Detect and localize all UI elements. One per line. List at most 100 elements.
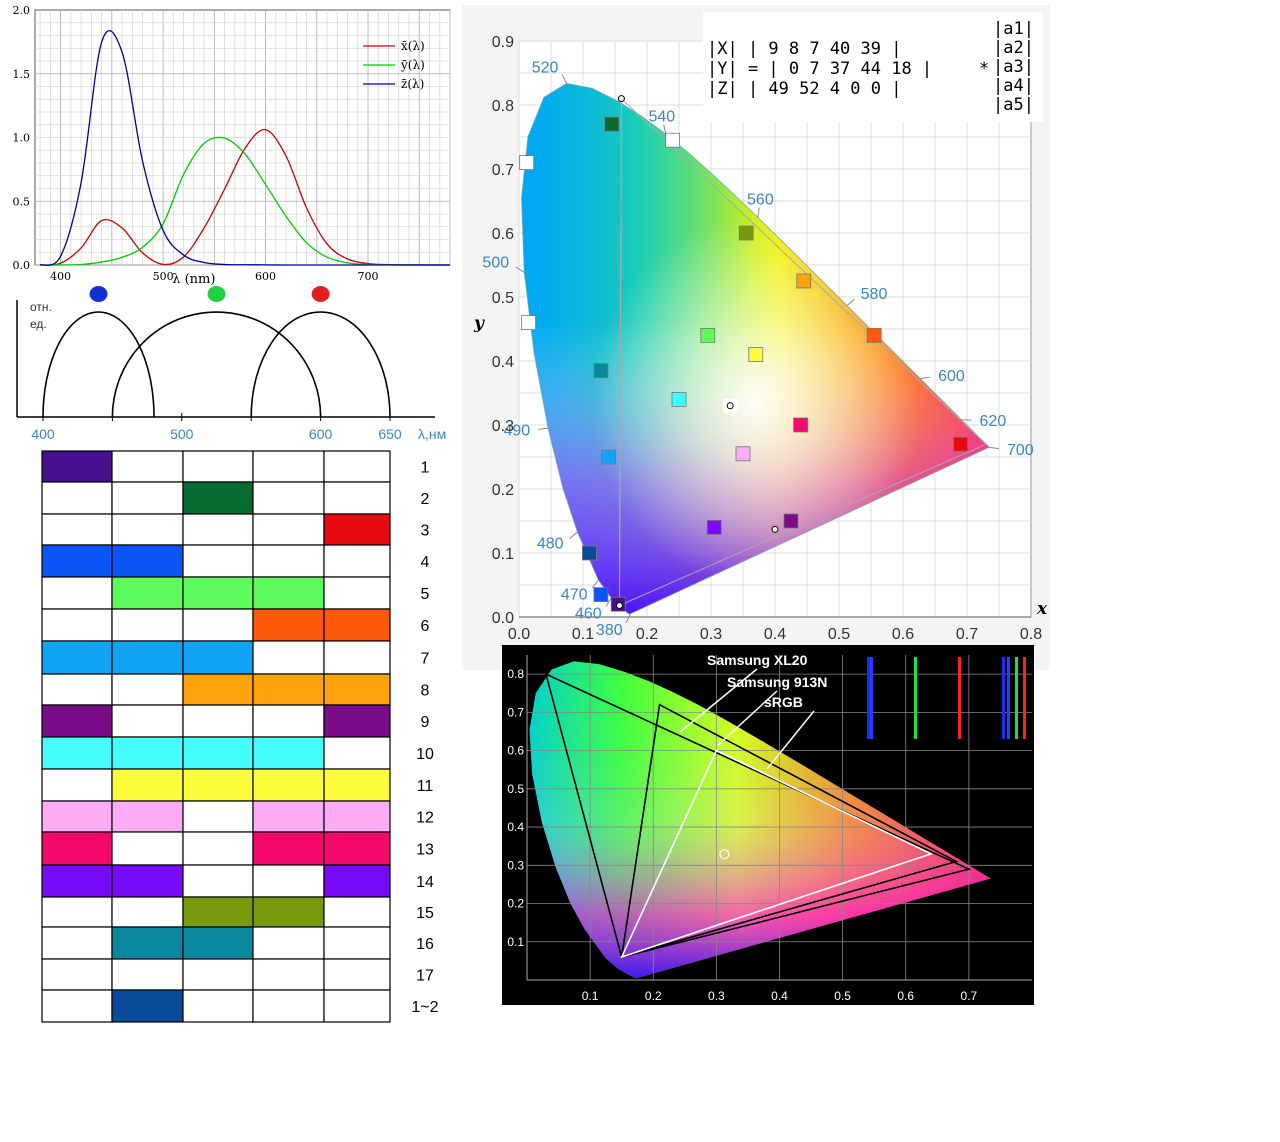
table-cell bbox=[41, 576, 113, 610]
gamut-label-1: Samsung 913N bbox=[727, 674, 827, 690]
gamut-triangle-2 bbox=[620, 749, 934, 959]
table-cell bbox=[41, 958, 113, 991]
row-label: 3 bbox=[421, 523, 430, 540]
table-cell bbox=[323, 896, 391, 928]
table-cell bbox=[182, 831, 254, 866]
grid bbox=[35, 10, 451, 266]
spectrum-bar bbox=[1002, 657, 1005, 739]
table-cell bbox=[111, 544, 184, 578]
wavelength-label: 490 bbox=[503, 422, 530, 439]
y-axis-label-line: отн. bbox=[30, 300, 52, 314]
sensitivity-curve-0 bbox=[42, 311, 155, 418]
table-cell bbox=[41, 768, 113, 802]
legend-label-2: z̄(λ) bbox=[401, 77, 424, 91]
sensitivity-curve-1 bbox=[111, 311, 322, 418]
table-cell bbox=[41, 673, 113, 706]
color-marker bbox=[783, 513, 799, 529]
table-cell bbox=[41, 544, 113, 578]
y-tick-label: 1.0 bbox=[13, 132, 31, 145]
color-marker bbox=[665, 132, 681, 148]
table-cell bbox=[252, 800, 325, 833]
x-axis-label: λ,нм bbox=[418, 426, 446, 442]
cone-sensitivity-chart: отн. ед. 400 500 600 650 λ,нм bbox=[16, 286, 446, 442]
y-tick-label: 0.5 bbox=[507, 782, 524, 796]
y-tick-label: 0.8 bbox=[507, 667, 524, 681]
color-marker bbox=[700, 327, 716, 343]
table-cell bbox=[323, 831, 391, 866]
x-tick-label: 0.8 bbox=[1020, 626, 1042, 643]
x-tick-label: 0.6 bbox=[892, 626, 914, 643]
x-tick-label: 500 bbox=[153, 270, 174, 283]
x-tick-label: 400 bbox=[50, 270, 71, 283]
table-cell bbox=[111, 768, 184, 802]
table-cell bbox=[252, 831, 325, 866]
white-point-box bbox=[723, 398, 738, 413]
table-cell bbox=[111, 736, 184, 770]
vector-entry: |a4| bbox=[993, 76, 1034, 96]
table-cell bbox=[111, 608, 184, 642]
wavelength-label: 580 bbox=[861, 286, 888, 303]
table-cell bbox=[111, 576, 184, 610]
table-cell bbox=[111, 958, 184, 991]
matrix-background bbox=[703, 12, 1043, 122]
row-label: 7 bbox=[421, 651, 430, 668]
color-marker bbox=[796, 273, 812, 289]
color-marker bbox=[706, 520, 722, 535]
y-tick-label: 0.7 bbox=[507, 705, 524, 719]
x-tick-label: 600 bbox=[309, 426, 333, 442]
y-tick-label: 0.3 bbox=[492, 418, 514, 435]
wavelength-tick bbox=[989, 446, 1000, 450]
table-cell bbox=[252, 576, 325, 610]
wavelength-label: 500 bbox=[482, 255, 509, 272]
y-axis-label-line: ед. bbox=[30, 317, 47, 331]
y-tick-label: 0.5 bbox=[492, 290, 514, 307]
color-marker bbox=[866, 327, 882, 343]
table-cell bbox=[323, 800, 391, 833]
table-cell bbox=[41, 800, 113, 833]
color-marker bbox=[521, 315, 536, 331]
table-cell bbox=[323, 576, 391, 610]
table-cell bbox=[323, 864, 391, 898]
gamut-triangle-0 bbox=[620, 703, 959, 959]
y-tick-label: 0.2 bbox=[492, 482, 514, 499]
table-cell bbox=[252, 896, 325, 928]
color-matching-functions-chart: 0.0 0.5 1.0 1.5 2.0 400 500 600 700 λ (nm) x̄(λ) ȳ(… bbox=[13, 4, 451, 287]
x-tick-label: 500 bbox=[170, 426, 194, 442]
vector-entry: |a2| bbox=[993, 38, 1034, 58]
spectrum-bar bbox=[867, 657, 870, 739]
table-cell bbox=[182, 800, 254, 833]
row-label: 5 bbox=[421, 586, 430, 603]
row-label: 8 bbox=[421, 683, 430, 700]
table-cell bbox=[182, 608, 254, 642]
table-cell bbox=[41, 640, 113, 675]
chromaticity-diagram: 5205405605806006207005004904804704603800… bbox=[462, 5, 1050, 670]
table-cell bbox=[182, 736, 254, 770]
table-cell bbox=[323, 926, 391, 960]
y-tick-label: 0.0 bbox=[492, 610, 514, 627]
vector-entry: |a3| bbox=[993, 57, 1034, 77]
table-cell bbox=[111, 481, 184, 515]
color-marker-1 bbox=[207, 286, 226, 302]
y-tick-label: 0.3 bbox=[507, 858, 524, 872]
row-label: 16 bbox=[416, 936, 434, 953]
x-tick-label: 400 bbox=[31, 426, 55, 442]
table-cell bbox=[111, 864, 184, 898]
color-marker-0 bbox=[89, 286, 108, 302]
y-tick-label: 0.8 bbox=[492, 98, 514, 115]
table-cell bbox=[182, 673, 254, 706]
table-cell bbox=[41, 896, 113, 928]
y-tick-label: 0.4 bbox=[507, 820, 524, 834]
table-cell bbox=[182, 544, 254, 578]
wavelength-label: 600 bbox=[938, 368, 965, 385]
y-tick-label: 0.0 bbox=[13, 259, 31, 272]
table-cell bbox=[252, 989, 325, 1023]
spectrum-bar bbox=[1007, 657, 1010, 739]
x-tick-label: 0.4 bbox=[771, 989, 788, 1003]
table-cell bbox=[323, 958, 391, 991]
gamut-pointer-0 bbox=[679, 668, 758, 733]
spectrum-bar bbox=[1023, 657, 1026, 739]
table-cell bbox=[182, 513, 254, 546]
x-tick-label: 0.1 bbox=[582, 989, 599, 1003]
row-label: 1~2 bbox=[411, 999, 438, 1016]
